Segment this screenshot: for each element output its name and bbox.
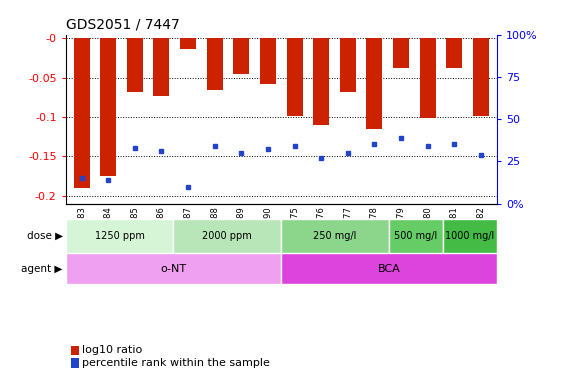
Bar (174, 219, 281, 253)
Bar (340, 38, 356, 92)
Bar (66, 219, 174, 253)
Bar (281, 253, 497, 284)
Text: BCA: BCA (377, 264, 400, 274)
Bar (154, 38, 170, 96)
Text: 250 mg/l: 250 mg/l (313, 231, 357, 241)
Text: percentile rank within the sample: percentile rank within the sample (82, 358, 270, 368)
Bar (74, 38, 90, 188)
Bar (389, 219, 443, 253)
Text: 1000 mg/l: 1000 mg/l (445, 231, 494, 241)
Text: dose ▶: dose ▶ (27, 231, 63, 241)
Bar (234, 38, 250, 74)
Bar (260, 38, 276, 84)
Text: 500 mg/l: 500 mg/l (395, 231, 437, 241)
Bar (66, 253, 281, 284)
Bar (420, 38, 436, 118)
Bar (100, 38, 116, 176)
Text: 2000 ppm: 2000 ppm (203, 231, 252, 241)
Text: 1250 ppm: 1250 ppm (95, 231, 144, 241)
Text: agent ▶: agent ▶ (22, 264, 63, 274)
Text: o-NT: o-NT (160, 264, 187, 274)
Bar (473, 38, 489, 116)
Bar (367, 38, 383, 129)
Bar (313, 38, 329, 125)
Bar (287, 38, 303, 116)
Text: GDS2051 / 7447: GDS2051 / 7447 (66, 17, 179, 31)
Bar (207, 38, 223, 89)
Bar (281, 219, 389, 253)
Bar (393, 38, 409, 68)
Text: log10 ratio: log10 ratio (82, 345, 142, 356)
Bar (180, 38, 196, 49)
Bar (443, 219, 497, 253)
Bar (446, 38, 462, 68)
Bar (127, 38, 143, 92)
